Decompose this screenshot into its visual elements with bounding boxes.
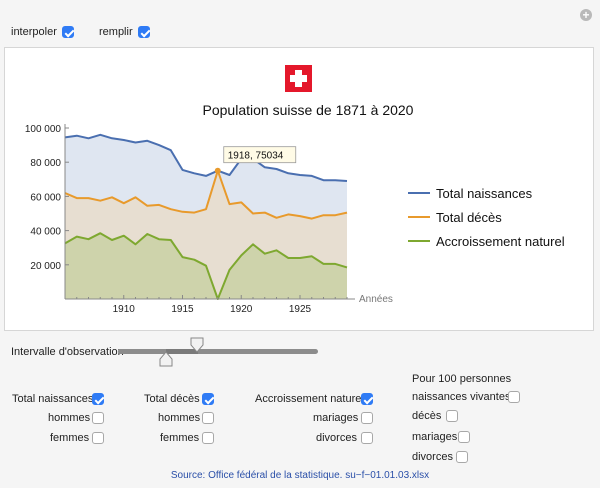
divorces-rate-checkbox[interactable] [456,451,468,463]
tooltip-point[interactable] [214,167,221,174]
y-tick-label: 60 000 [30,192,61,203]
remplir-label: remplir [99,26,133,38]
add-icon[interactable]: + [580,9,592,21]
naissances-femmes-checkbox[interactable] [92,432,104,444]
naissances-vivantes-label: naissances vivantes [412,391,511,403]
interval-slider-range [166,349,198,354]
divorces-label: divorces [316,432,357,444]
x-tick-label: 1915 [171,304,194,315]
mariages-label: mariages [313,412,359,424]
naissances-hommes-checkbox[interactable] [92,412,104,424]
accroissement-checkbox[interactable] [361,393,373,405]
x-tick-label: 1910 [113,304,136,315]
legend-label-2: Accroissement naturel [436,234,565,249]
population-chart: Population suisse de 1871 à 2020 20 000 4… [25,65,565,315]
swiss-flag-icon [285,65,312,92]
series-line-0 [64,133,348,182]
source-note: Source: Office fédéral de la statistique… [170,470,430,481]
deces-rate-label: décès [412,410,442,422]
y-tick-label: 40 000 [30,227,61,238]
chart-panel: Population suisse de 1871 à 2020 20 000 4… [4,47,594,331]
naissances-hommes-label: hommes [48,412,91,424]
x-tick-label: 1920 [230,304,253,315]
y-tick-label: 100 000 [25,124,62,135]
mariages-rate-label: mariages [412,431,458,443]
deces-hommes-checkbox[interactable] [202,412,214,424]
naissances-femmes-label: femmes [50,432,90,444]
tooltip-label: 1918, 75034 [228,151,284,162]
x-axis-label: Années [359,294,393,305]
tooltip-box [223,146,297,164]
legend-label-0: Total naissances [436,186,533,201]
slider-thumb-end[interactable] [190,337,204,353]
divorces-checkbox[interactable] [361,432,373,444]
total-naissances-checkbox[interactable] [92,393,104,405]
remplir-checkbox[interactable] [138,26,150,38]
series-line-1 [64,169,348,220]
deces-rate-checkbox[interactable] [446,410,458,422]
naissances-vivantes-checkbox[interactable] [508,391,520,403]
divorces-rate-label: divorces [412,451,453,463]
total-deces-checkbox[interactable] [202,393,214,405]
deces-femmes-label: femmes [160,432,200,444]
mariages-rate-checkbox[interactable] [458,431,470,443]
deces-femmes-checkbox[interactable] [202,432,214,444]
chart-title: Population suisse de 1871 à 2020 [203,102,414,118]
total-deces-label: Total décès [144,393,200,405]
interpoler-checkbox[interactable] [62,26,74,38]
slider-label: Intervalle d'observation [11,346,124,358]
mariages-checkbox[interactable] [361,412,373,424]
series-line-2 [64,232,348,300]
x-tick-label: 1925 [289,304,312,315]
pour100-title: Pour 100 personnes [412,373,512,385]
legend-label-1: Total décès [436,210,502,225]
slider-thumb-start[interactable] [159,351,173,367]
accroissement-label: Accroissement naturel [255,393,364,405]
interval-slider-track[interactable] [118,349,318,354]
y-tick-label: 80 000 [30,158,61,169]
y-tick-label: 20 000 [30,261,61,272]
interpoler-label: interpoler [11,26,57,38]
total-naissances-label: Total naissances [12,393,94,405]
deces-hommes-label: hommes [158,412,201,424]
